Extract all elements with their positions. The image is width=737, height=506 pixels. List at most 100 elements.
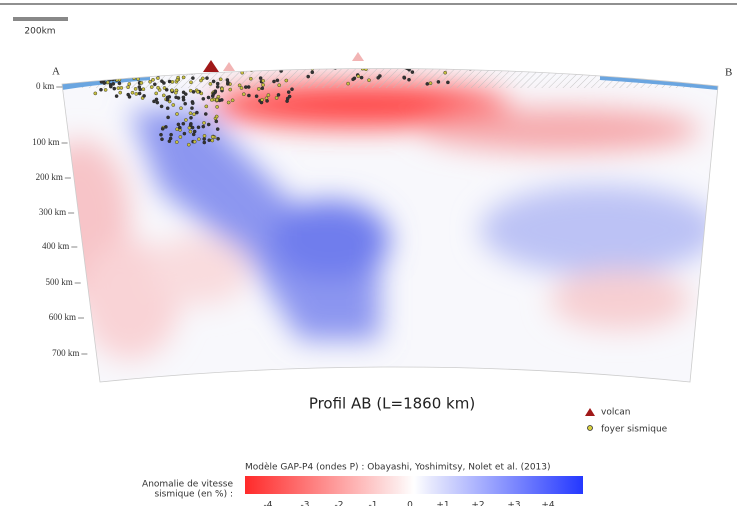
seismic-focus	[171, 89, 174, 92]
volcano	[352, 52, 364, 61]
seismic-focus	[134, 87, 137, 90]
seismic-focus	[411, 71, 414, 74]
depth-label: 100 km	[32, 137, 59, 147]
seismic-focus	[192, 90, 195, 93]
seismic-focus	[127, 86, 130, 89]
seismic-focus	[168, 80, 171, 83]
colorbar-tick-label: -2	[335, 501, 344, 506]
seismic-focus	[179, 107, 182, 110]
profile-title: Profil AB (L=1860 km)	[309, 395, 475, 413]
seismic-focus	[197, 126, 200, 129]
depth-label: 400 km	[42, 241, 69, 251]
seismic-focus	[191, 102, 194, 105]
legend-label: volcan	[601, 408, 631, 418]
seismic-focus	[207, 96, 210, 99]
seismic-focus	[209, 82, 212, 85]
seismic-focus	[182, 122, 185, 125]
seismic-focus	[131, 91, 134, 94]
seismic-focus	[150, 86, 153, 89]
colorbar	[245, 476, 583, 494]
seismic-focus	[189, 116, 192, 119]
seismic-focus	[160, 138, 163, 141]
seismic-focus	[267, 94, 270, 97]
seismic-focus	[242, 93, 245, 96]
seismic-focus	[446, 81, 449, 84]
seismic-focus	[143, 94, 146, 97]
seismic-focus	[113, 67, 116, 70]
seismic-focus	[208, 139, 211, 142]
seismic-focus	[179, 135, 182, 138]
colorbar-credit: Modèle GAP-P4 (ondes P) : Obayashi, Yosh…	[245, 462, 551, 473]
seismic-focus	[307, 75, 310, 78]
seismic-focus	[178, 126, 181, 129]
seismic-focus	[197, 138, 200, 141]
seismic-focus	[182, 76, 185, 79]
seismic-focus	[128, 95, 131, 98]
colorbar-tick-label: -1	[369, 501, 378, 506]
seismic-focus	[262, 83, 265, 86]
seismic-focus	[192, 133, 195, 136]
seismic-focus	[163, 66, 166, 69]
seismic-focus	[227, 101, 230, 104]
seismic-focus	[199, 79, 202, 82]
seismic-focus	[255, 95, 258, 98]
seismic-focus	[138, 92, 141, 95]
seismic-focus	[216, 82, 219, 85]
seismic-focus	[217, 137, 220, 140]
seismic-focus	[191, 77, 194, 80]
seismic-focus	[184, 102, 187, 105]
legend-label: foyer sismique	[601, 425, 668, 435]
seismic-focus	[119, 71, 122, 74]
colorbar-tick-label: -3	[301, 501, 310, 506]
seismic-focus	[159, 133, 162, 136]
seismic-focus	[175, 112, 178, 115]
colorbar-tick-label: +2	[471, 501, 484, 506]
seismic-focus	[215, 98, 218, 101]
seismic-focus	[278, 84, 281, 87]
seismic-focus	[403, 76, 406, 79]
seismic-focus	[287, 91, 290, 94]
seismic-focus	[135, 92, 138, 95]
seismic-focus	[360, 76, 363, 79]
seismic-focus	[118, 69, 121, 72]
seismic-focus	[364, 68, 367, 71]
seismic-focus	[166, 107, 169, 110]
seismic-focus	[352, 78, 355, 81]
seismic-focus	[184, 118, 187, 121]
seismic-focus	[166, 98, 169, 101]
seismic-focus	[113, 87, 116, 90]
seismic-focus	[104, 88, 107, 91]
seismic-focus	[118, 82, 121, 85]
seismic-focus	[290, 88, 293, 91]
seismic-focus	[205, 105, 208, 108]
seismic-focus	[247, 94, 250, 97]
seismic-focus	[275, 96, 278, 99]
seismic-focus	[189, 124, 192, 127]
seismic-focus	[157, 86, 160, 89]
colorbar-tick-label: +4	[541, 501, 555, 506]
seismic-focus	[311, 71, 314, 74]
seismic-focus	[192, 113, 195, 116]
seismic-focus	[183, 132, 186, 135]
seismic-focus	[286, 97, 289, 100]
seismic-focus	[221, 87, 224, 90]
depth-label: 600 km	[49, 312, 76, 322]
seismic-focus	[149, 80, 152, 83]
seismic-focus	[164, 125, 167, 128]
seismic-focus	[262, 79, 265, 82]
seismic-focus	[276, 79, 279, 82]
seismic-focus	[207, 123, 210, 126]
seismic-focus	[211, 139, 214, 142]
seismic-focus	[202, 97, 205, 100]
seismic-focus	[429, 82, 432, 85]
seismic-focus	[162, 94, 165, 97]
seismic-focus	[407, 78, 410, 81]
seismic-focus	[219, 78, 222, 81]
seismic-focus	[240, 86, 243, 89]
seismic-focus	[120, 86, 123, 89]
seismic-focus	[109, 85, 112, 88]
seismic-focus	[210, 98, 213, 101]
legend-symbol	[588, 426, 593, 431]
seismic-focus	[174, 91, 177, 94]
seismic-focus	[203, 134, 206, 137]
